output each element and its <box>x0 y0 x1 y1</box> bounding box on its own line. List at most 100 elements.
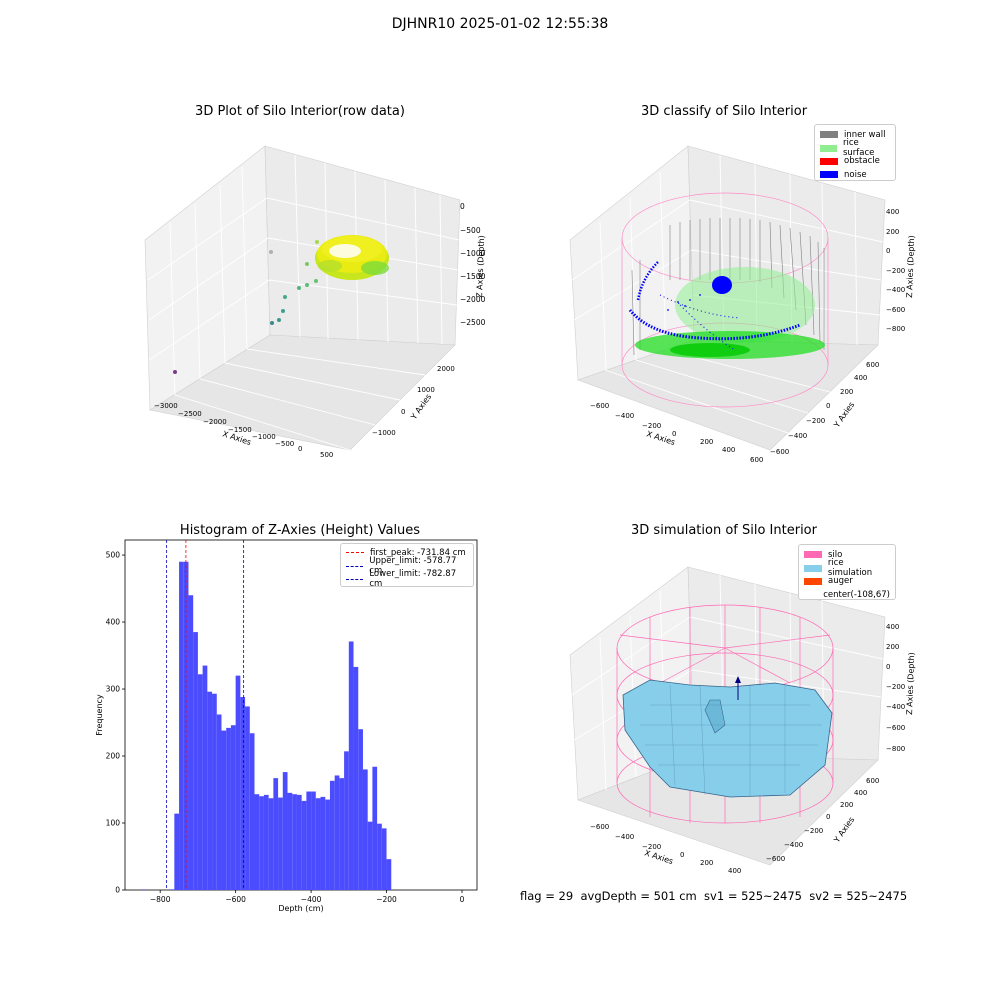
y-tick-label: 400 <box>106 618 121 627</box>
y-axis-label: Y Axies <box>832 815 857 845</box>
histogram-bar <box>292 794 297 890</box>
svg-text:0: 0 <box>886 663 890 671</box>
y-tick-label: 100 <box>106 819 121 828</box>
svg-text:−600: −600 <box>766 855 785 863</box>
x-tick-labels: −600 −400 −200 0 200 400 600 <box>590 402 763 464</box>
svg-text:400: 400 <box>722 446 735 454</box>
histogram-bar <box>169 889 175 890</box>
svg-text:−600: −600 <box>770 448 789 456</box>
histogram-bar <box>311 791 316 890</box>
histogram-bar <box>306 791 312 890</box>
legend-item-upper-limit: Upper_limit: -578.77 cm <box>346 556 468 576</box>
histogram-bar <box>372 766 378 890</box>
classify-legend: inner wall rice surface obstacle noise <box>814 124 896 181</box>
svg-text:1000: 1000 <box>417 386 435 394</box>
svg-text:0: 0 <box>886 247 890 255</box>
svg-text:400: 400 <box>854 374 867 382</box>
y-axis-label: Frequency <box>95 694 104 736</box>
classify-3d-plot: 400 200 0 −200 −400 −600 −800 Z Axies (D… <box>569 145 916 464</box>
x-tick-labels: −600 −400 −200 0 200 400 <box>590 823 741 875</box>
classify-plot-title: 3D classify of Silo Interior <box>640 104 808 119</box>
histogram-bar <box>245 706 250 890</box>
svg-text:−2500: −2500 <box>460 318 486 327</box>
svg-text:−1000: −1000 <box>252 433 276 441</box>
noise-cluster <box>667 276 732 311</box>
z-axis-label: Z Axies (Depth) <box>905 235 916 298</box>
legend-item-lower-limit: Lower_limit: -782.87 cm <box>346 569 468 589</box>
histogram-bar <box>344 751 349 890</box>
svg-text:200: 200 <box>840 801 853 809</box>
svg-text:−400: −400 <box>784 841 803 849</box>
legend-item-obstacle: obstacle <box>820 155 890 168</box>
x-tick-labels: −3000 −2500 −2000 −1500 −1000 −500 0 500 <box>154 402 333 459</box>
x-tick-label: −400 <box>301 895 322 904</box>
histogram-bar <box>358 729 363 890</box>
y-tick-labels: −600 −400 −200 0 200 400 600 <box>770 361 879 456</box>
svg-text:−200: −200 <box>642 843 661 851</box>
svg-text:400: 400 <box>728 867 741 875</box>
histogram-bar <box>282 772 288 890</box>
histogram-bar <box>259 796 264 890</box>
histogram-bar <box>287 792 293 890</box>
svg-text:−2500: −2500 <box>178 410 202 418</box>
svg-text:−400: −400 <box>886 286 905 294</box>
svg-text:0: 0 <box>298 445 302 453</box>
legend-item-inner-wall: inner wall <box>820 128 890 141</box>
histogram-bar <box>221 730 227 890</box>
svg-text:−400: −400 <box>615 833 634 841</box>
svg-text:400: 400 <box>886 208 899 216</box>
svg-text:600: 600 <box>750 456 763 464</box>
y-tick-label: 0 <box>115 886 120 895</box>
raw-plot-title: 3D Plot of Silo Interior(row data) <box>195 104 405 119</box>
histogram-bar <box>230 725 236 890</box>
z-axis-label: Z Axies (Depth) <box>475 235 486 298</box>
histogram-title: Histogram of Z-Axies (Height) Values <box>179 523 421 538</box>
svg-text:0: 0 <box>826 813 830 821</box>
simulation-plot-title: 3D simulation of Silo Interior <box>631 523 817 538</box>
histogram-bar <box>254 794 260 890</box>
histogram-bar <box>179 561 184 890</box>
svg-text:600: 600 <box>866 777 879 785</box>
histogram-bar <box>174 813 180 890</box>
noise-points <box>628 261 801 351</box>
histogram-bar <box>334 775 340 890</box>
x-axis-label: Depth (cm) <box>278 904 323 913</box>
histogram-bar <box>212 693 217 890</box>
histogram-bar <box>207 691 213 890</box>
svg-text:−800: −800 <box>886 745 905 753</box>
histogram-bar <box>348 641 354 890</box>
histogram-bar <box>235 675 241 890</box>
svg-text:400: 400 <box>886 623 899 631</box>
histogram-bar <box>226 727 231 890</box>
simulation-legend: silo rice simulation auger center(-108,6… <box>798 544 896 600</box>
histogram-chart: −800 −600 −400 −200 0 0 100 200 300 400 500 Depth … <box>95 539 478 913</box>
svg-text:200: 200 <box>700 438 713 446</box>
svg-text:−400: −400 <box>886 703 905 711</box>
svg-text:−3000: −3000 <box>154 402 178 410</box>
svg-text:200: 200 <box>700 859 713 867</box>
histogram-bar <box>386 859 392 890</box>
z-axis-label: Z Axies (Depth) <box>905 652 916 715</box>
y-tick-labels: −600 −400 −200 0 200 400 600 <box>766 777 879 863</box>
svg-text:−200: −200 <box>642 422 661 430</box>
histogram-bar <box>362 769 368 890</box>
histogram-bar <box>268 798 274 890</box>
auger-marker <box>735 676 741 700</box>
outlier-points <box>173 240 319 374</box>
x-tick-label: −200 <box>376 895 397 904</box>
legend-item-silo: silo <box>804 548 890 561</box>
x-tick-label: −600 <box>225 895 246 904</box>
figure-title: DJHNR10 2025-01-02 12:55:38 <box>391 16 609 32</box>
x-tick-label: 0 <box>460 895 465 904</box>
x-tick-label: −800 <box>150 895 171 904</box>
svg-text:−400: −400 <box>615 412 634 420</box>
y-tick-label: 300 <box>106 685 121 694</box>
svg-text:−1000: −1000 <box>372 429 396 437</box>
histogram-bar <box>339 778 345 890</box>
histogram-bar <box>381 828 387 890</box>
rice-surface-peak <box>704 699 726 734</box>
histogram-bar <box>367 821 373 890</box>
legend-item-rice-simulation: rice simulation <box>804 558 890 578</box>
svg-text:−200: −200 <box>886 267 905 275</box>
histogram-bar <box>296 794 302 890</box>
